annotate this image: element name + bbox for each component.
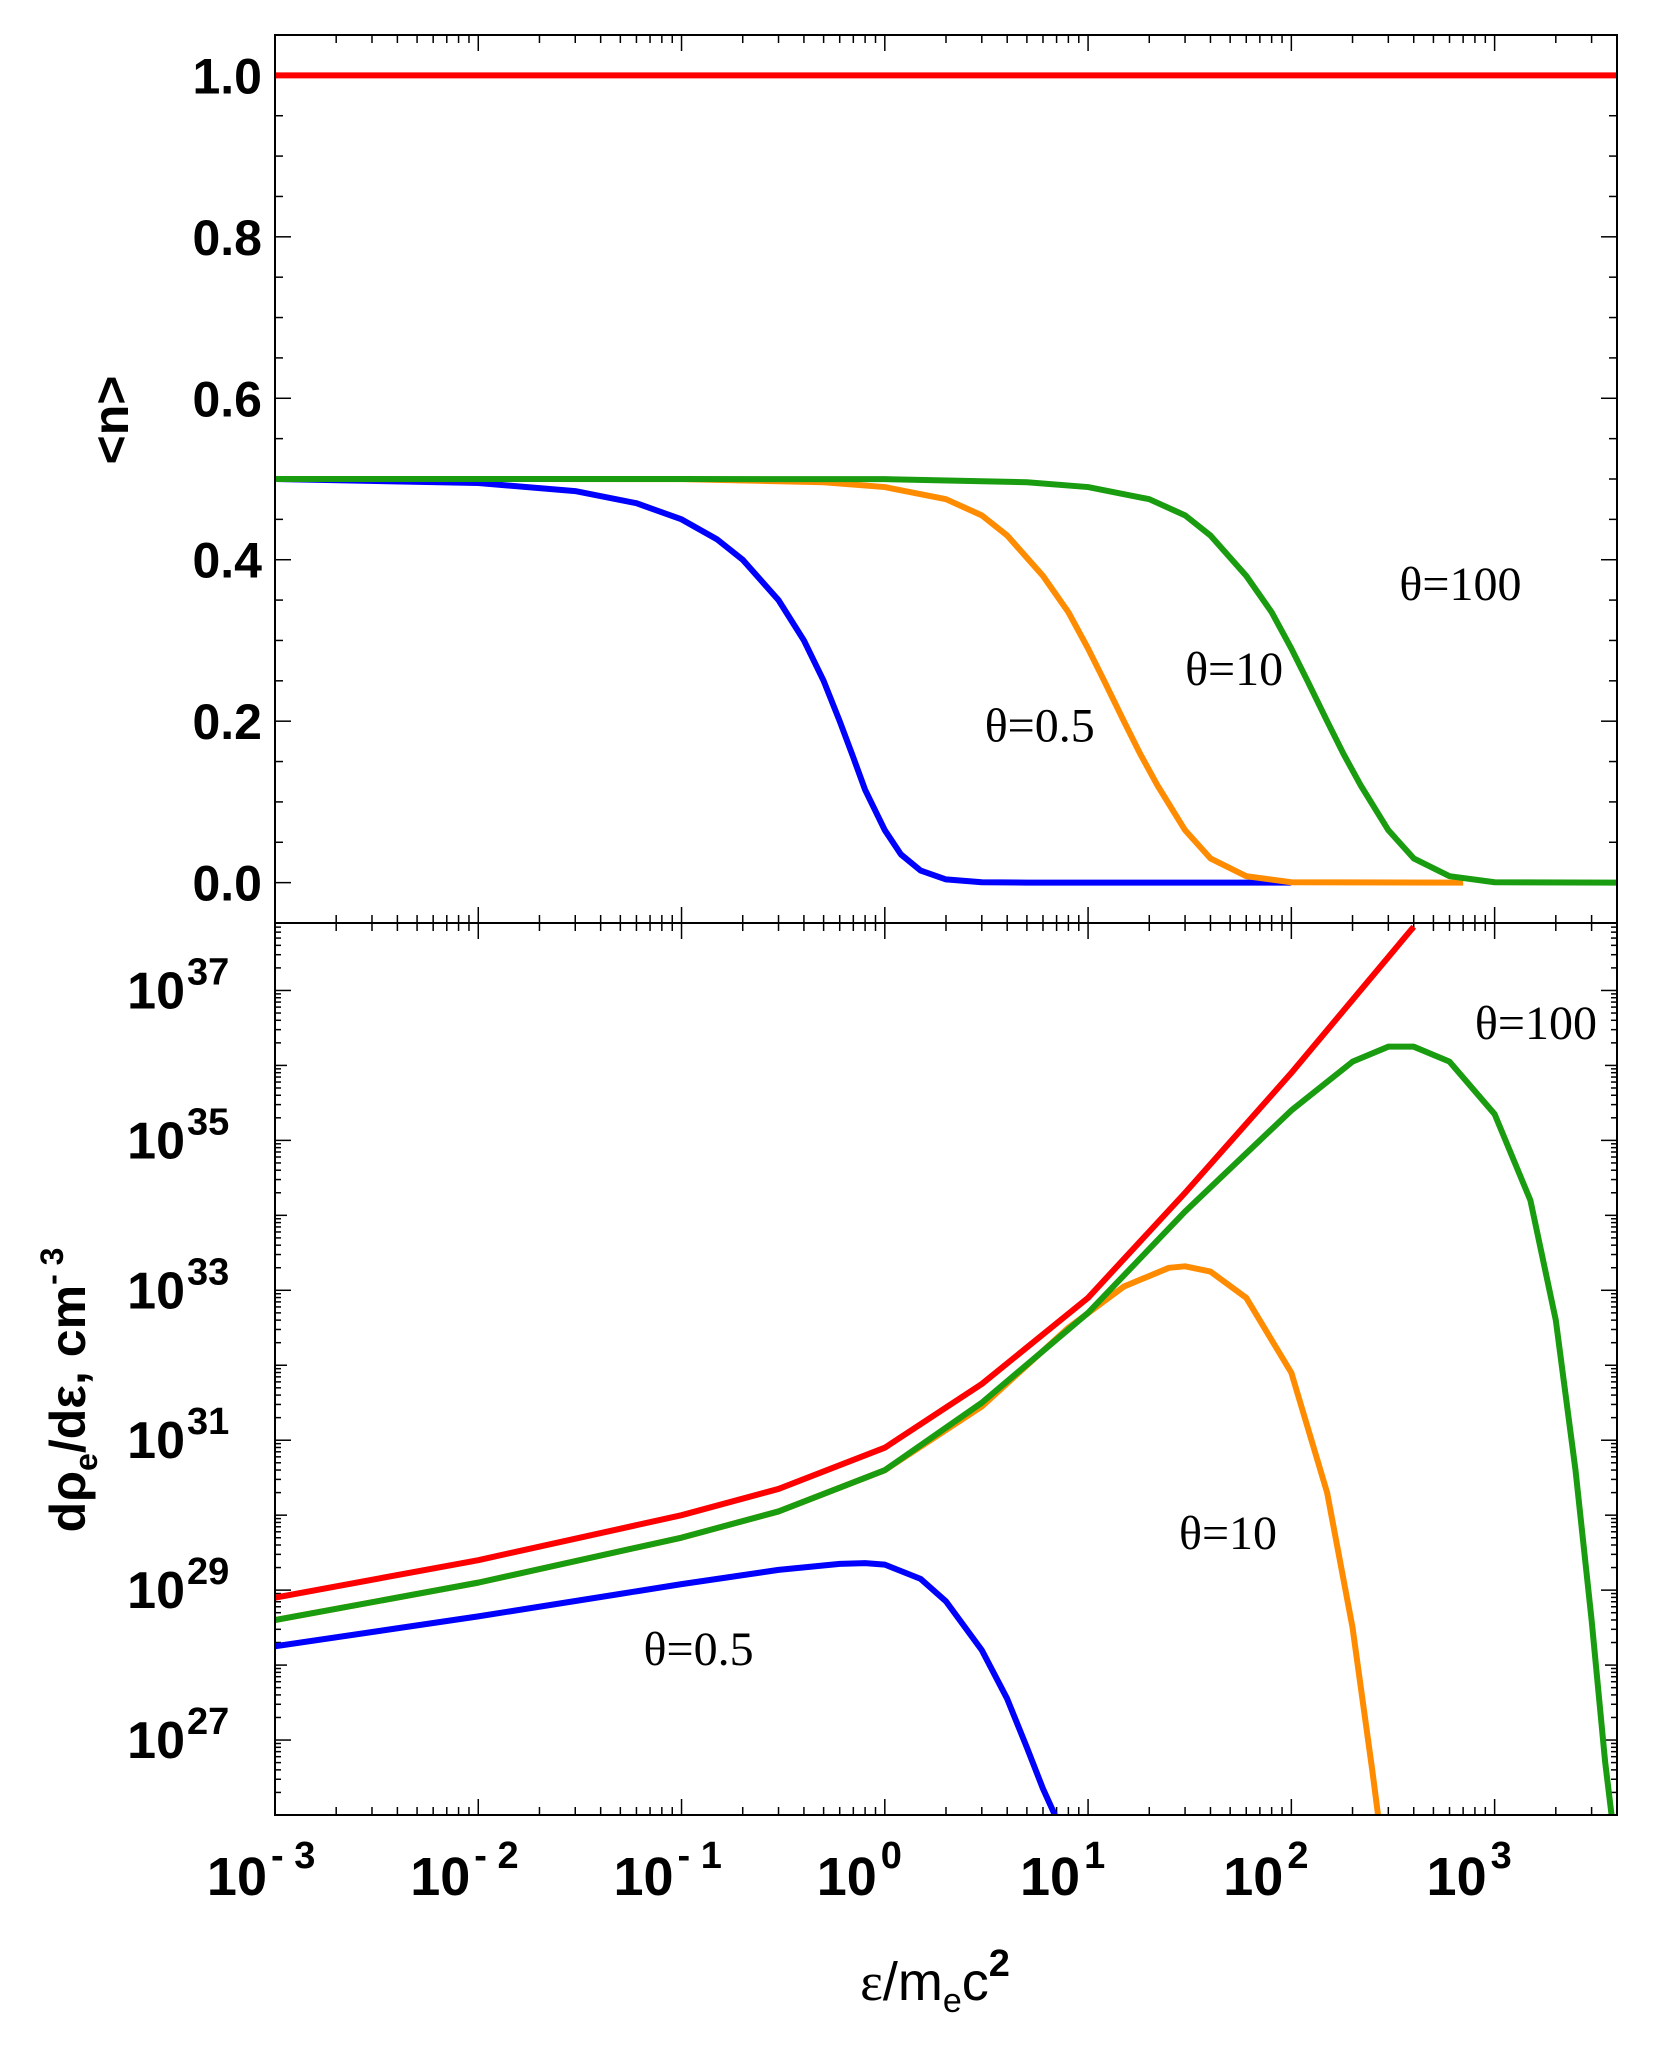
x-tick-label-base: 10 [1427,1847,1487,1907]
series-line-10 [275,476,1464,886]
x-tick-label: 10- 1 [613,1835,721,1907]
series-line-05 [275,476,1292,886]
x-tick-label-base: 10 [1223,1847,1283,1907]
annotation-label: θ=10 [1179,1507,1277,1560]
y-tick-label: 10 [127,1112,185,1170]
y-tick-label-exponent: 37 [187,951,229,993]
y-tick-label-exponent: 27 [187,1701,229,1743]
x-tick-label-base: 10 [817,1847,877,1907]
x-tick-label: 10 1 [1020,1835,1105,1907]
x-tick-label-exponent: 1 [1084,1835,1105,1877]
x-tick-label-exponent: - 2 [474,1835,518,1877]
y-tick-label-exponent: 29 [187,1551,229,1593]
annotation-label: θ=100 [1475,997,1597,1050]
x-tick-label-exponent: 2 [1287,1835,1308,1877]
y-tick-label-exponent: 33 [187,1251,229,1293]
y-tick-label: 1.0 [192,48,262,104]
y-tick-label: 0.8 [192,210,262,266]
y-tick-label: 10 [127,1262,185,1320]
annotation-label: θ=10 [1185,643,1283,696]
series-line-05 [275,1560,1059,1815]
x-tick-label-exponent: 0 [881,1835,902,1877]
x-tick-label-exponent: 3 [1491,1835,1512,1877]
x-tick-label-base: 10 [410,1847,470,1907]
y-tick-label: 0.6 [192,371,262,427]
axis-titles: <n> dρe/dε, cm- 3 ε/mec2 [34,376,1010,2020]
y-tick-label: 10 [127,1712,185,1770]
series-line-100 [275,476,1617,886]
x-tick-label: 10 3 [1427,1835,1512,1907]
series-line-100 [275,1043,1615,1815]
series-line-red [275,924,1417,1601]
x-tick-label: 10 0 [817,1835,902,1907]
bottom-y-axis-label: dρe/dε, cm- 3 [34,1248,104,1533]
y-tick-label-exponent: 35 [187,1101,229,1143]
x-tick-label: 10- 3 [207,1835,315,1907]
x-tick-label-base: 10 [207,1847,267,1907]
top-panel: 0.0 0.2 0.4 0.6 0.8 1.0 θ=0.5 θ=10 θ=100 [192,34,1618,924]
x-tick-label-base: 10 [1020,1847,1080,1907]
y-tick-label: 0.4 [192,533,262,589]
x-tick-label: 10- 2 [410,1835,518,1907]
annotation-label: θ=0.5 [644,1623,754,1676]
x-axis-label: ε/mec2 [860,1943,1010,2020]
y-tick-label: 10 [127,962,185,1020]
top-y-axis-label: <n> [83,376,139,465]
x-tick-label-base: 10 [613,1847,673,1907]
x-tick-label-exponent: - 3 [271,1835,315,1877]
x-tick-label-exponent: - 1 [678,1835,722,1877]
y-tick-label-exponent: 31 [187,1401,229,1443]
bottom-y-axis-label-text: dρe/dε, cm- 3 [34,1248,104,1533]
x-tick-label: 10 2 [1223,1835,1308,1907]
y-tick-label: 10 [127,1412,185,1470]
y-tick-label: 0.2 [192,694,262,750]
y-tick-label: 0.0 [192,856,262,912]
annotation-label: θ=100 [1399,558,1521,611]
bottom-frame [274,922,1618,1816]
y-tick-label: 10 [127,1562,185,1620]
annotation-label: θ=0.5 [985,699,1095,752]
